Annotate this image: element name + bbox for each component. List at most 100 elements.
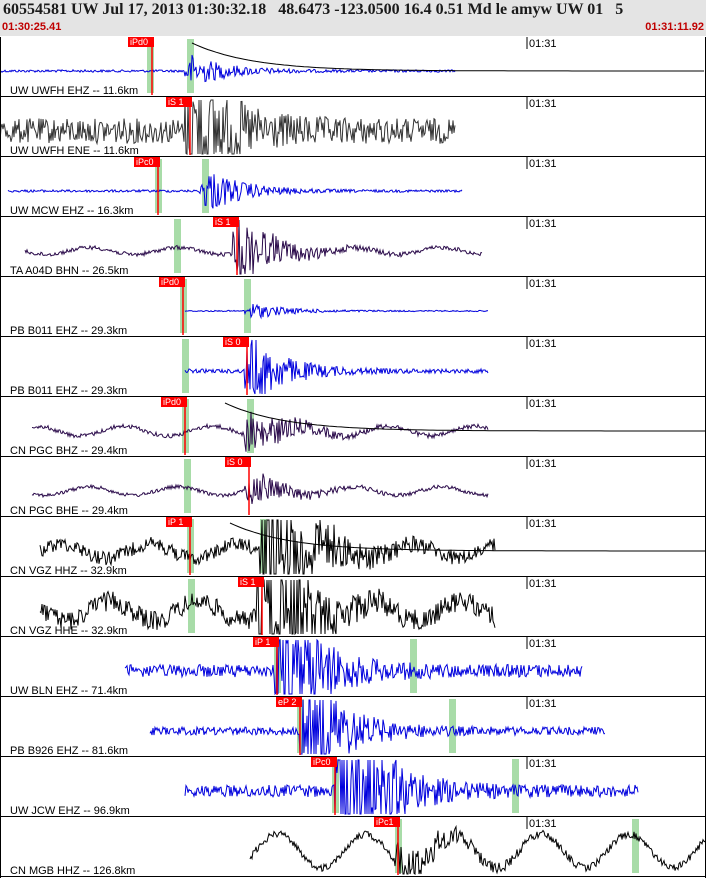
pick-flag bbox=[225, 457, 251, 467]
trace-panel: iS 1 01:31 UW UWFH ENE -- 11.6km bbox=[0, 97, 706, 157]
trace-panel: iP 1 01:31 CN VGZ HHZ -- 32.9km bbox=[0, 517, 706, 577]
minute-tick-label: 01:31 bbox=[529, 98, 557, 110]
trace-panel: iPd0 01:31 PB B011 EHZ -- 29.3km bbox=[0, 277, 706, 337]
pick-flag bbox=[374, 817, 400, 827]
waveform bbox=[184, 303, 489, 320]
station-label: UW BLN EHZ -- 71.4km bbox=[10, 685, 127, 697]
waveform bbox=[149, 699, 606, 755]
pick-flag bbox=[134, 157, 160, 167]
minute-tick-label: 01:31 bbox=[529, 638, 557, 650]
waveform bbox=[39, 519, 496, 575]
pick-label: iPd0 bbox=[130, 37, 148, 47]
pick-flag bbox=[159, 277, 185, 287]
pick-flag bbox=[128, 37, 154, 47]
trace-panel: iS 1 01:31 TA A04D BHN -- 26.5km bbox=[0, 217, 706, 277]
pick-flag bbox=[213, 217, 239, 227]
time-window bbox=[147, 39, 154, 93]
station-label: UW MCW EHZ -- 16.3km bbox=[10, 205, 133, 217]
pick-flag bbox=[276, 697, 302, 707]
pick-label: iP 1 bbox=[255, 637, 270, 647]
pick-label: iPd0 bbox=[163, 397, 181, 407]
trace-panel: iPc0 01:31 UW MCW EHZ -- 16.3km bbox=[0, 157, 706, 217]
time-window bbox=[410, 639, 417, 693]
minute-tick-label: 01:31 bbox=[529, 398, 557, 410]
window-end-time: 01:31:11.92 bbox=[645, 21, 704, 33]
station-label: UW UWFH EHZ -- 11.6km bbox=[10, 85, 138, 97]
pick-label: iPc0 bbox=[313, 757, 331, 767]
minute-tick-label: 01:31 bbox=[529, 38, 557, 50]
minute-tick-label: 01:31 bbox=[529, 578, 557, 590]
pick-label: iP 1 bbox=[168, 517, 183, 527]
time-window bbox=[184, 459, 191, 513]
pick-flag bbox=[166, 97, 192, 107]
waveform bbox=[31, 473, 489, 504]
pick-label: iS 0 bbox=[225, 337, 241, 347]
waveform bbox=[124, 638, 583, 696]
minute-tick-label: 01:31 bbox=[529, 818, 557, 830]
pick-label: eP 2 bbox=[278, 697, 296, 707]
coda-curve bbox=[191, 42, 704, 72]
pick-label: iS 1 bbox=[168, 97, 184, 107]
event-header: 60554581 UW Jul 17, 2013 01:30:32.18 48.… bbox=[0, 0, 706, 36]
waveform bbox=[0, 99, 456, 155]
trace-panel: iPc0 01:31 UW JCW EHZ -- 96.9km bbox=[0, 757, 706, 817]
time-window bbox=[182, 339, 189, 393]
waveform bbox=[24, 219, 483, 275]
station-label: TA A04D BHN -- 26.5km bbox=[10, 265, 128, 277]
minute-tick-label: 01:31 bbox=[529, 518, 557, 530]
station-label: UW UWFH ENE -- 11.6km bbox=[10, 145, 139, 157]
time-window bbox=[188, 579, 195, 633]
waveform bbox=[184, 759, 639, 815]
seismogram-panels: iPd0 01:31 UW UWFH EHZ -- 11.6km iS 1 01:31 U… bbox=[0, 37, 706, 878]
trace-panel: iS 1 01:31 CN VGZ HHE -- 32.9km bbox=[0, 577, 706, 637]
minute-tick-label: 01:31 bbox=[529, 698, 557, 710]
waveform bbox=[39, 579, 496, 636]
minute-tick-label: 01:31 bbox=[529, 218, 557, 230]
station-label: CN VGZ HHE -- 32.9km bbox=[10, 625, 127, 637]
station-label: UW JCW EHZ -- 96.9km bbox=[10, 805, 130, 817]
coda-curve bbox=[224, 402, 705, 432]
station-label: CN PGC BHZ -- 29.4km bbox=[10, 445, 127, 457]
time-window bbox=[244, 279, 251, 333]
waveform bbox=[249, 824, 706, 876]
station-label: PB B926 EHZ -- 81.6km bbox=[10, 745, 128, 757]
pick-label: iPc0 bbox=[136, 157, 154, 167]
station-label: CN VGZ HHZ -- 32.9km bbox=[10, 565, 127, 577]
seismogram-canvas: iPd0 01:31 UW UWFH EHZ -- 11.6km iS 1 01:31 U… bbox=[0, 37, 706, 878]
event-title: 60554581 UW Jul 17, 2013 01:30:32.18 48.… bbox=[3, 1, 624, 18]
station-label: CN MGB HHZ -- 126.8km bbox=[10, 865, 135, 877]
pick-flag bbox=[166, 517, 192, 527]
window-start-time: 01:30:25.41 bbox=[2, 21, 62, 33]
waveform bbox=[7, 174, 463, 209]
trace-panel: iP 1 01:31 UW BLN EHZ -- 71.4km bbox=[0, 637, 706, 697]
waveform bbox=[31, 411, 489, 452]
minute-tick-label: 01:31 bbox=[529, 278, 557, 290]
trace-panel: iPd0 01:31 CN PGC BHZ -- 29.4km bbox=[0, 397, 706, 457]
coda-curve bbox=[229, 522, 706, 552]
minute-tick-label: 01:31 bbox=[529, 758, 557, 770]
time-window bbox=[202, 159, 209, 213]
pick-flag bbox=[161, 397, 187, 407]
trace-panel: iS 0 01:31 PB B011 EHZ -- 29.3km bbox=[0, 337, 706, 397]
pick-label: iS 1 bbox=[215, 217, 231, 227]
time-window bbox=[449, 699, 456, 753]
time-window bbox=[632, 819, 639, 873]
pick-flag bbox=[311, 757, 337, 767]
trace-panel: eP 2 01:31 PB B926 EHZ -- 81.6km bbox=[0, 697, 706, 757]
trace-panel: iPd0 01:31 UW UWFH EHZ -- 11.6km bbox=[0, 37, 706, 97]
pick-label: iS 1 bbox=[240, 577, 256, 587]
station-label: CN PGC BHE -- 29.4km bbox=[10, 505, 128, 517]
pick-flag bbox=[238, 577, 264, 587]
trace-panel: iPc1 01:31 CN MGB HHZ -- 126.8km bbox=[0, 817, 706, 877]
minute-tick-label: 01:31 bbox=[529, 338, 557, 350]
minute-tick-label: 01:31 bbox=[529, 158, 557, 170]
pick-flag bbox=[223, 337, 249, 347]
pick-label: iPc1 bbox=[376, 817, 394, 827]
minute-tick-label: 01:31 bbox=[529, 458, 557, 470]
waveform bbox=[184, 339, 489, 395]
pick-label: iPd0 bbox=[161, 277, 179, 287]
waveform bbox=[0, 54, 456, 83]
trace-panel: iS 0 01:31 CN PGC BHE -- 29.4km bbox=[0, 457, 706, 517]
station-label: PB B011 EHZ -- 29.3km bbox=[10, 385, 127, 397]
pick-label: iS 0 bbox=[227, 457, 243, 467]
